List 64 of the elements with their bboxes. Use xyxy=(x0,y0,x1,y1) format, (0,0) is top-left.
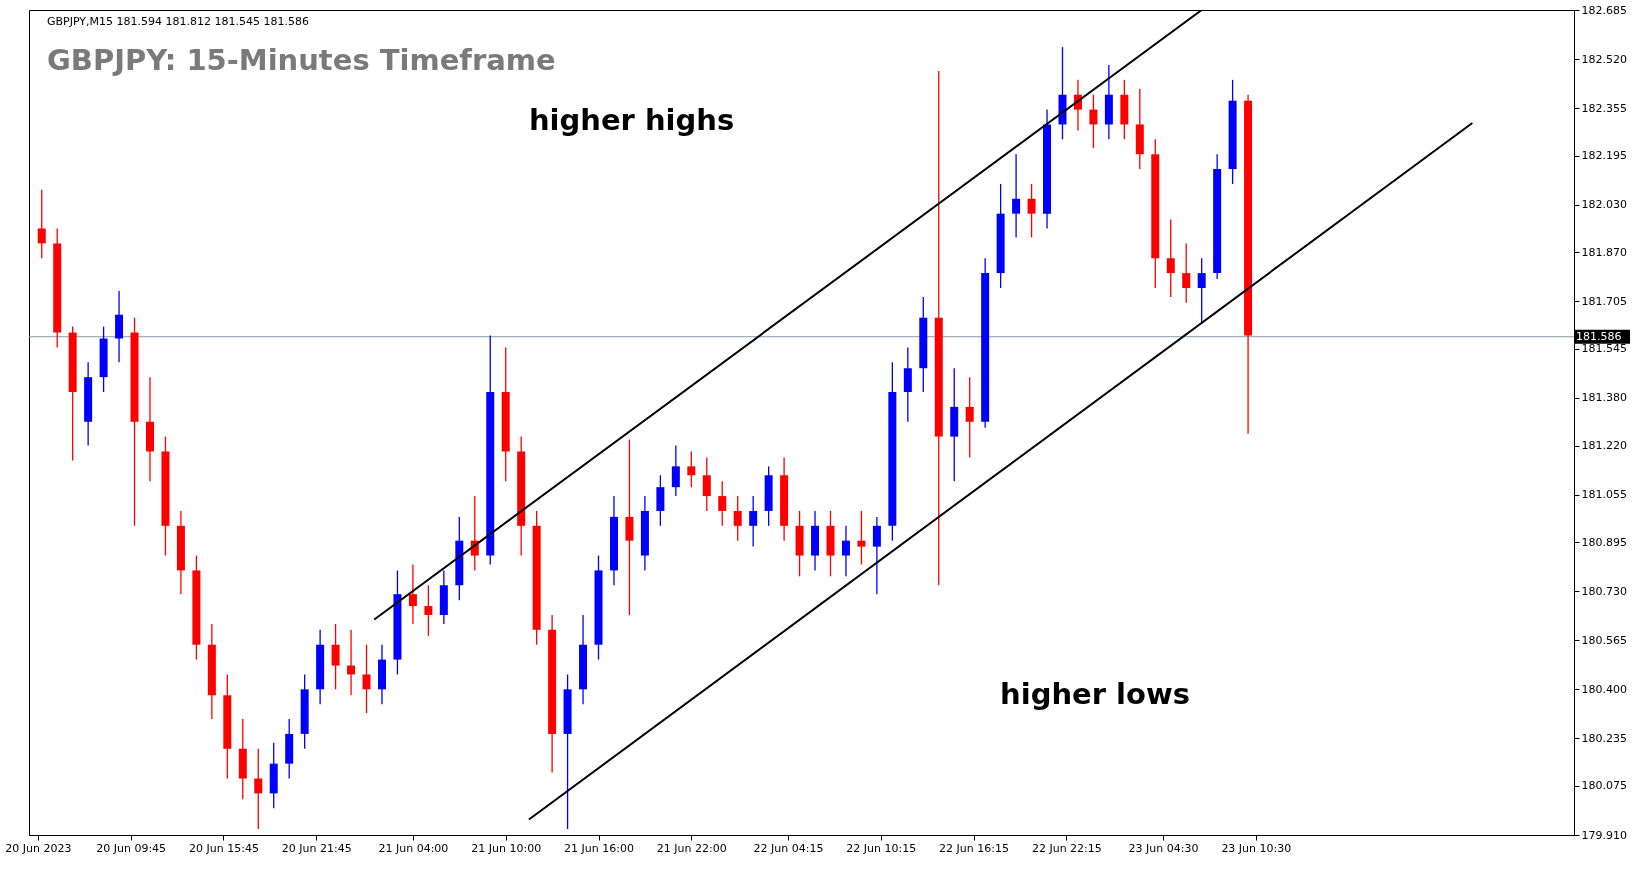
y-tick-label: 181.870 xyxy=(1581,245,1627,259)
candlestick xyxy=(749,495,758,548)
x-tick-label: 22 Jun 16:15 xyxy=(939,841,1009,855)
y-tick-label: 182.030 xyxy=(1581,198,1627,212)
x-tick-label: 20 Jun 15:45 xyxy=(189,841,259,855)
candlestick xyxy=(424,584,433,637)
x-tick-label: 22 Jun 22:15 xyxy=(1031,841,1102,855)
y-tick-label: 181.380 xyxy=(1581,391,1627,405)
candlestick xyxy=(625,438,634,616)
candlestick xyxy=(1027,183,1036,239)
candlestick xyxy=(1197,257,1206,325)
text: GBPJPY: 15-Minutes Timeframe xyxy=(47,43,556,77)
y-tick-label: 180.075 xyxy=(1581,779,1627,793)
y-tick-label: 182.195 xyxy=(1581,149,1627,163)
y-tick-label: 182.685 xyxy=(1581,3,1627,17)
x-tick-label: 20 Jun 2023 xyxy=(5,841,72,855)
candlestick xyxy=(718,480,727,527)
candlestick xyxy=(671,444,680,497)
y-tick-label: 180.235 xyxy=(1581,731,1627,745)
candlestick xyxy=(687,450,696,488)
candlestick xyxy=(115,290,124,363)
x-tick-label: 21 Jun 04:00 xyxy=(378,841,449,855)
x-tick-label: 21 Jun 10:00 xyxy=(471,841,542,855)
x-tick-label: 20 Jun 09:45 xyxy=(96,841,167,855)
y-tick-label: 182.520 xyxy=(1581,52,1627,66)
y-tick-label: 181.220 xyxy=(1581,439,1627,453)
candlestick xyxy=(1182,242,1191,304)
ref-line-label: 181.586 xyxy=(1576,329,1622,343)
y-tick-label: 180.400 xyxy=(1581,682,1627,696)
y-tick-label: 180.895 xyxy=(1581,535,1627,549)
x-tick-label: 23 Jun 04:30 xyxy=(1128,841,1199,855)
y-tick-label: 181.705 xyxy=(1581,294,1627,308)
candlestick xyxy=(408,563,417,625)
candlestick xyxy=(702,456,711,512)
y-tick-label: 181.545 xyxy=(1581,342,1627,356)
candlestick xyxy=(872,516,881,595)
y-tick-label: 181.055 xyxy=(1581,488,1627,502)
candlestick xyxy=(1012,153,1021,239)
candlestick xyxy=(841,525,850,577)
x-tick-label: 23 Jun 10:30 xyxy=(1221,841,1292,855)
y-tick-label: 179.910 xyxy=(1581,828,1627,842)
annotation: higher lows xyxy=(1000,676,1191,711)
y-tick-label: 180.730 xyxy=(1581,584,1627,598)
y-tick-label: 182.355 xyxy=(1581,101,1627,115)
candlestick xyxy=(362,644,371,714)
candlestick xyxy=(857,510,866,566)
candlestick xyxy=(347,629,356,696)
candlestick xyxy=(331,623,340,690)
candlestick xyxy=(254,748,263,830)
candlestick xyxy=(37,189,46,259)
candlestick xyxy=(1166,218,1175,298)
x-tick-label: 22 Jun 10:15 xyxy=(846,841,917,855)
annotation: GBPJPY,M15 181.594 181.812 181.545 181.586 xyxy=(47,15,309,28)
candlestick xyxy=(733,495,742,542)
x-tick-label: 21 Jun 22:00 xyxy=(656,841,727,855)
candlestick xyxy=(1089,94,1098,149)
y-tick-label: 180.565 xyxy=(1581,633,1627,647)
x-tick-label: 22 Jun 04:15 xyxy=(753,841,824,855)
candlestick xyxy=(656,474,665,527)
x-tick-label: 21 Jun 16:00 xyxy=(564,841,634,855)
annotation: higher highs xyxy=(528,103,735,138)
candlestick xyxy=(965,376,974,459)
x-tick-label: 20 Jun 21:45 xyxy=(281,841,352,855)
candlestick xyxy=(903,346,912,423)
